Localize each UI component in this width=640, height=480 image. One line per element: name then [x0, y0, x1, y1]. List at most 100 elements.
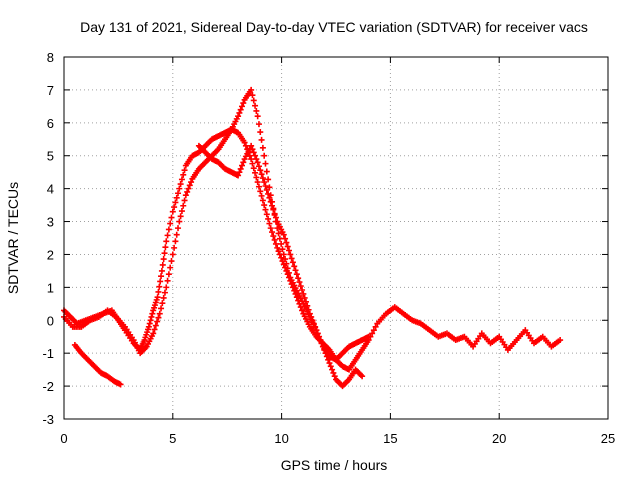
- data-point: [258, 171, 265, 178]
- data-point: [152, 322, 159, 329]
- data-point: [168, 258, 175, 265]
- data-point: [171, 244, 178, 251]
- data-point: [180, 171, 187, 178]
- y-tick-label: 2: [47, 247, 54, 262]
- data-point: [261, 179, 268, 186]
- data-point: [283, 239, 290, 246]
- data-point: [280, 231, 287, 238]
- data-point: [249, 160, 256, 167]
- series-arc-3: [195, 142, 372, 363]
- data-point: [317, 337, 324, 344]
- data-point: [304, 302, 311, 309]
- y-tick-label: 0: [47, 313, 54, 328]
- data-point: [314, 330, 321, 337]
- data-point: [266, 220, 273, 227]
- data-point: [259, 197, 266, 204]
- data-point: [177, 213, 184, 220]
- y-axis-title: SDTVAR / TECUs: [5, 182, 21, 294]
- data-point: [176, 185, 183, 192]
- data-point: [301, 294, 308, 301]
- data-point: [261, 202, 268, 209]
- y-tick-label: 1: [47, 280, 54, 295]
- data-point: [279, 246, 286, 253]
- data-point: [171, 204, 178, 211]
- data-point: [289, 259, 296, 266]
- data-point: [288, 255, 295, 262]
- data-point: [236, 109, 243, 116]
- data-point: [181, 167, 188, 174]
- data-point: [285, 269, 292, 276]
- data-point: [160, 256, 167, 263]
- data-point: [299, 307, 306, 314]
- data-point: [158, 267, 165, 274]
- data-point: [282, 256, 289, 263]
- data-point: [249, 146, 256, 153]
- x-tick-label: 15: [383, 431, 397, 446]
- chart-title: Day 131 of 2021, Sidereal Day-to-day VTE…: [80, 19, 588, 35]
- y-tick-label: -2: [42, 379, 54, 394]
- data-point: [272, 240, 279, 247]
- data-point: [253, 107, 260, 114]
- data-point: [313, 327, 320, 334]
- data-point: [262, 206, 269, 213]
- data-point: [372, 323, 379, 330]
- data-point: [263, 168, 270, 175]
- x-tick-label: 25: [601, 431, 615, 446]
- plot-frame: [63, 56, 609, 420]
- data-point: [265, 215, 272, 222]
- data-point: [178, 176, 185, 183]
- data-point: [250, 149, 257, 156]
- data-point: [259, 144, 266, 151]
- data-point: [305, 306, 312, 313]
- data-point: [329, 366, 336, 373]
- data-point: [266, 194, 273, 201]
- data-point: [165, 226, 172, 233]
- data-point: [163, 238, 170, 245]
- data-point: [262, 160, 269, 167]
- data-point: [167, 264, 174, 271]
- data-point: [261, 152, 268, 159]
- data-point: [291, 263, 298, 270]
- data-point: [254, 159, 261, 166]
- data-point: [238, 103, 245, 110]
- y-tick-label: 3: [47, 215, 54, 230]
- data-point: [275, 248, 282, 255]
- data-point: [150, 330, 157, 337]
- data-point: [252, 152, 259, 159]
- data-point: [117, 381, 124, 388]
- data-point: [292, 267, 299, 274]
- data-point: [287, 251, 294, 258]
- data-point: [316, 333, 323, 340]
- data-point: [259, 175, 266, 182]
- data-point: [236, 169, 243, 176]
- series-arc-4: [71, 341, 124, 388]
- y-tick-label: 7: [47, 83, 54, 98]
- x-axis-title: GPS time / hours: [281, 457, 388, 473]
- data-point: [156, 310, 163, 317]
- data-point: [159, 261, 166, 268]
- data-point: [182, 192, 189, 199]
- data-point: [145, 323, 152, 330]
- data-point: [173, 231, 180, 238]
- data-point: [257, 188, 264, 195]
- data-point: [242, 142, 249, 149]
- data-point: [327, 363, 334, 370]
- data-point: [284, 265, 291, 272]
- data-point: [173, 194, 180, 201]
- data-point: [331, 373, 338, 380]
- data-point: [181, 197, 188, 204]
- data-point: [326, 360, 333, 367]
- x-tick-label: 10: [274, 431, 288, 446]
- data-point: [284, 243, 291, 250]
- data-point: [253, 156, 260, 163]
- data-point: [188, 179, 195, 186]
- data-point: [237, 165, 244, 172]
- data-point: [154, 294, 161, 301]
- data-point: [250, 165, 257, 172]
- data-point: [167, 220, 174, 227]
- data-point: [330, 369, 337, 376]
- data-point: [297, 283, 304, 290]
- data-point: [252, 102, 259, 109]
- data-point: [365, 333, 372, 340]
- data-point: [308, 313, 315, 320]
